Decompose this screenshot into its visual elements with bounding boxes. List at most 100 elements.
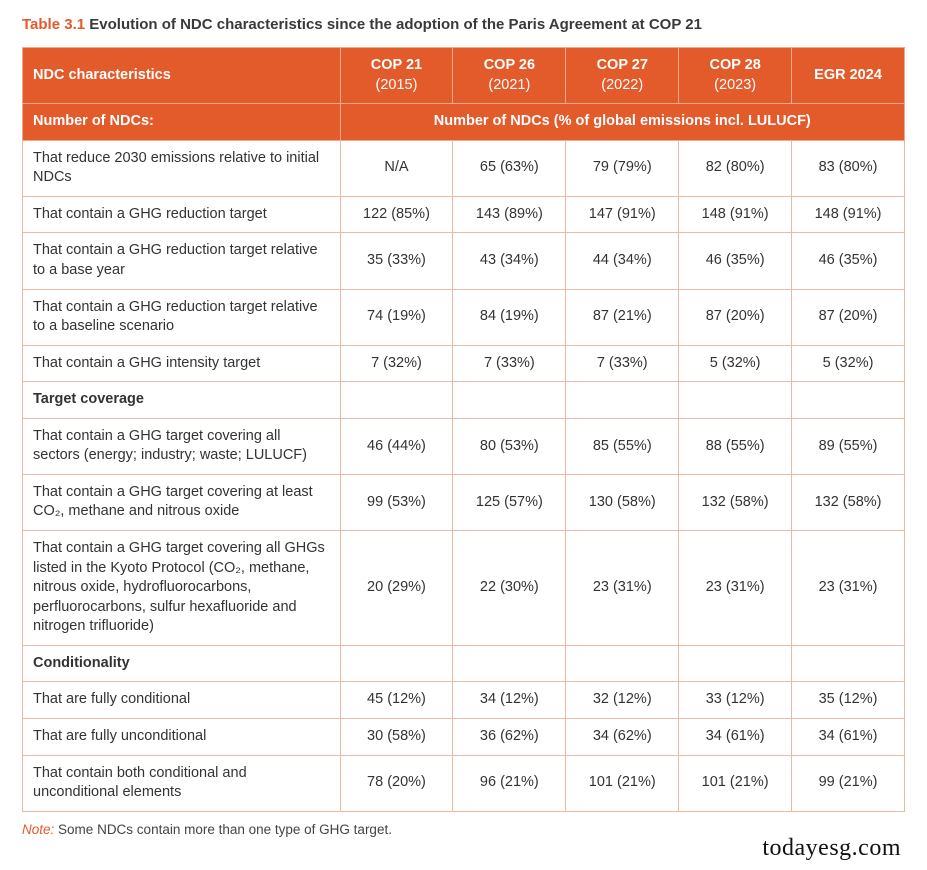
col-top: COP 28 — [709, 57, 760, 73]
row-label: That contain both conditional and uncond… — [23, 755, 341, 811]
col-header-egr2024: EGR 2024 — [792, 48, 905, 104]
col-top: COP 27 — [597, 57, 648, 73]
empty-cell — [453, 382, 566, 419]
row-label: That contain a GHG intensity target — [23, 345, 341, 382]
table-row: That contain a GHG reduction target122 (… — [23, 196, 905, 233]
col-header-characteristics: NDC characteristics — [23, 48, 341, 104]
value-cell: 34 (12%) — [453, 682, 566, 719]
value-cell: 148 (91%) — [792, 196, 905, 233]
value-cell: 101 (21%) — [566, 755, 679, 811]
value-cell: 143 (89%) — [453, 196, 566, 233]
col-header-cop21: COP 21 (2015) — [340, 48, 453, 104]
value-cell: 87 (20%) — [679, 289, 792, 345]
row-label: That contain a GHG reduction target — [23, 196, 341, 233]
value-cell: 44 (34%) — [566, 233, 679, 289]
empty-cell — [679, 645, 792, 682]
empty-cell — [453, 645, 566, 682]
col-header-cop26: COP 26 (2021) — [453, 48, 566, 104]
value-cell: 23 (31%) — [679, 531, 792, 646]
value-cell: 125 (57%) — [453, 474, 566, 530]
col-sub: (2021) — [463, 76, 555, 96]
table-row: That contain a GHG reduction target rela… — [23, 289, 905, 345]
banner-span: Number of NDCs (% of global emissions in… — [340, 104, 904, 141]
table-row: That contain a GHG target covering all s… — [23, 418, 905, 474]
value-cell: 5 (32%) — [792, 345, 905, 382]
value-cell: 122 (85%) — [340, 196, 453, 233]
row-label: That contain a GHG target covering all G… — [23, 531, 341, 646]
banner-row: Number of NDCs: Number of NDCs (% of glo… — [23, 104, 905, 141]
row-label: That contain a GHG reduction target rela… — [23, 289, 341, 345]
table-row: Target coverage — [23, 382, 905, 419]
value-cell: 46 (35%) — [679, 233, 792, 289]
value-cell: 147 (91%) — [566, 196, 679, 233]
value-cell: 87 (21%) — [566, 289, 679, 345]
value-cell: 79 (79%) — [566, 140, 679, 196]
empty-cell — [566, 382, 679, 419]
note-label: Note: — [22, 822, 54, 837]
value-cell: 83 (80%) — [792, 140, 905, 196]
value-cell: 99 (53%) — [340, 474, 453, 530]
value-cell: 22 (30%) — [453, 531, 566, 646]
value-cell: 7 (33%) — [453, 345, 566, 382]
value-cell: 30 (58%) — [340, 718, 453, 755]
value-cell: 87 (20%) — [792, 289, 905, 345]
value-cell: 35 (33%) — [340, 233, 453, 289]
value-cell: 132 (58%) — [792, 474, 905, 530]
value-cell: 34 (61%) — [792, 718, 905, 755]
table-row: That are fully unconditional30 (58%)36 (… — [23, 718, 905, 755]
value-cell: 74 (19%) — [340, 289, 453, 345]
empty-cell — [792, 645, 905, 682]
value-cell: 101 (21%) — [679, 755, 792, 811]
caption-label: Table 3.1 — [22, 16, 85, 33]
value-cell: 20 (29%) — [340, 531, 453, 646]
table-head: NDC characteristics COP 21 (2015) COP 26… — [23, 48, 905, 141]
value-cell: 46 (35%) — [792, 233, 905, 289]
value-cell: 132 (58%) — [679, 474, 792, 530]
section-label: Conditionality — [23, 645, 341, 682]
table-row: That contain a GHG target covering all G… — [23, 531, 905, 646]
value-cell: 45 (12%) — [340, 682, 453, 719]
row-label: That contain a GHG reduction target rela… — [23, 233, 341, 289]
table-row: That contain a GHG target covering at le… — [23, 474, 905, 530]
col-header-cop27: COP 27 (2022) — [566, 48, 679, 104]
value-cell: 80 (53%) — [453, 418, 566, 474]
col-top: COP 21 — [371, 57, 422, 73]
empty-cell — [340, 382, 453, 419]
empty-cell — [792, 382, 905, 419]
col-sub: (2015) — [351, 76, 443, 96]
value-cell: N/A — [340, 140, 453, 196]
table-body: That reduce 2030 emissions relative to i… — [23, 140, 905, 811]
value-cell: 89 (55%) — [792, 418, 905, 474]
col-top: EGR 2024 — [814, 67, 882, 83]
table-row: Conditionality — [23, 645, 905, 682]
row-label: That are fully conditional — [23, 682, 341, 719]
value-cell: 43 (34%) — [453, 233, 566, 289]
value-cell: 78 (20%) — [340, 755, 453, 811]
note-text: Some NDCs contain more than one type of … — [58, 822, 392, 837]
value-cell: 23 (31%) — [566, 531, 679, 646]
table-row: That contain a GHG reduction target rela… — [23, 233, 905, 289]
banner-left: Number of NDCs: — [23, 104, 341, 141]
value-cell: 85 (55%) — [566, 418, 679, 474]
table-caption: Table 3.1 Evolution of NDC characteristi… — [22, 16, 905, 33]
row-label: That contain a GHG target covering at le… — [23, 474, 341, 530]
row-label: That are fully unconditional — [23, 718, 341, 755]
value-cell: 46 (44%) — [340, 418, 453, 474]
ndc-table: NDC characteristics COP 21 (2015) COP 26… — [22, 47, 905, 812]
value-cell: 130 (58%) — [566, 474, 679, 530]
value-cell: 5 (32%) — [679, 345, 792, 382]
value-cell: 34 (61%) — [679, 718, 792, 755]
value-cell: 82 (80%) — [679, 140, 792, 196]
col-sub: (2022) — [576, 76, 668, 96]
value-cell: 65 (63%) — [453, 140, 566, 196]
row-label: That reduce 2030 emissions relative to i… — [23, 140, 341, 196]
table-row: That contain both conditional and uncond… — [23, 755, 905, 811]
row-label: That contain a GHG target covering all s… — [23, 418, 341, 474]
table-row: That are fully conditional45 (12%)34 (12… — [23, 682, 905, 719]
section-label: Target coverage — [23, 382, 341, 419]
value-cell: 99 (21%) — [792, 755, 905, 811]
table-row: That contain a GHG intensity target7 (32… — [23, 345, 905, 382]
value-cell: 7 (32%) — [340, 345, 453, 382]
value-cell: 36 (62%) — [453, 718, 566, 755]
watermark: todayesg.com — [22, 835, 905, 862]
